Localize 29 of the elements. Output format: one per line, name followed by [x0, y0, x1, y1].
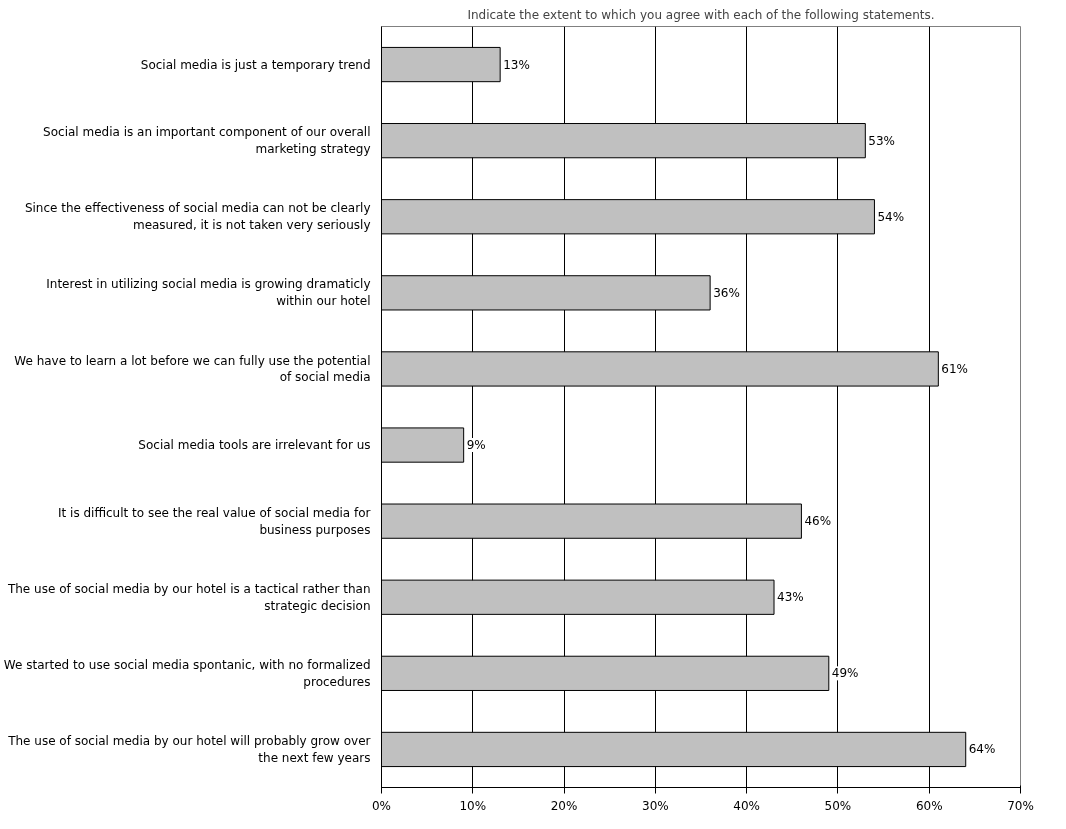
- x-tick-label: 20%: [550, 798, 578, 813]
- y-tick-label: Social media is just a temporary trend: [140, 57, 371, 72]
- y-tick-label: Interest in utilizing social media is growing dramaticly within our hotel: [46, 277, 371, 309]
- data-label: 9%: [466, 438, 486, 453]
- data-label: 36%: [713, 285, 740, 300]
- data-label: 53%: [868, 133, 895, 148]
- data-label: 54%: [877, 209, 905, 224]
- y-tick-label: Social media is an important component of our overall marketing strategy: [43, 125, 371, 157]
- data-label: 64%: [968, 742, 996, 757]
- y-tick-label: Since the effectiveness of social media can not be clearly measured, it is not taken very seriously: [24, 201, 371, 233]
- x-tick-label: 10%: [459, 798, 487, 813]
- data-label: 61%: [941, 361, 969, 376]
- data-label: 49%: [831, 666, 859, 681]
- x-tick-label: 60%: [915, 798, 943, 813]
- y-tick-label: It is difficult to see the real value of social media for business purposes: [57, 505, 371, 537]
- data-label: 43%: [777, 590, 804, 605]
- x-tick-label: 40%: [733, 798, 760, 813]
- y-tick-label: We started to use social media spontanic, with no formalized procedures: [3, 657, 371, 689]
- y-tick-label: Social media tools are irrelevant for us: [138, 438, 371, 453]
- chart-title: Indicate the extent to which you agree with each of the following statements.: [467, 7, 935, 22]
- y-tick-label: The use of social media by our hotel will probably grow over the next few years: [7, 734, 371, 765]
- x-tick-label: 0%: [371, 798, 392, 813]
- y-tick-label: We have to learn a lot before we can fully use the potential of social media: [14, 353, 371, 385]
- data-label: 13%: [503, 57, 530, 72]
- data-label: 46%: [804, 514, 832, 529]
- x-tick-label: 30%: [642, 798, 669, 813]
- y-tick-label: The use of social media by our hotel is a tactical rather than strategic decision: [6, 581, 371, 613]
- x-tick-label: 70%: [1007, 798, 1034, 813]
- x-tick-label: 50%: [824, 798, 852, 813]
